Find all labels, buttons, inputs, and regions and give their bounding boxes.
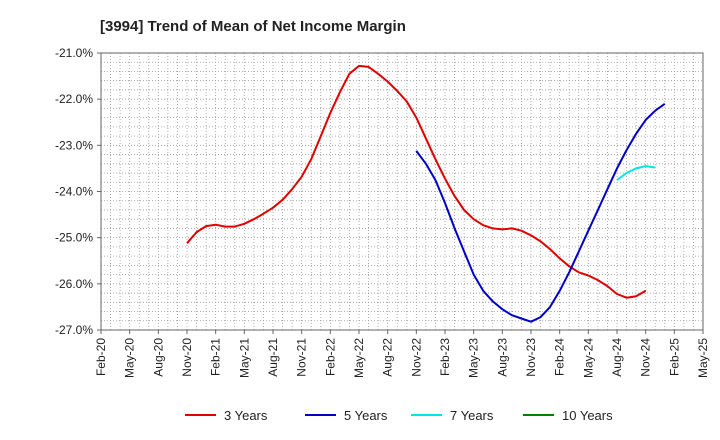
x-tick-label: May-25 [696,338,710,378]
legend-label-7-years: 7 Years [450,408,494,423]
x-tick-label: Nov-24 [639,338,653,377]
x-tick-label: Aug-24 [610,338,624,377]
x-tick-label: May-21 [237,338,251,378]
x-tick-label: Nov-23 [524,338,538,377]
y-tick-label: -23.0% [55,138,93,152]
plot-area: -21.0% -22.0% -23.0% -24.0% -25.0% -26.0% -27.… [55,46,710,378]
x-tick-label: Aug-20 [151,338,165,377]
x-tick-label: Nov-20 [180,338,194,377]
y-tick-label: -27.0% [55,323,93,337]
x-tick-label: Nov-21 [295,338,309,377]
x-tick-label: May-22 [352,338,366,378]
x-tick-label: May-24 [581,338,595,378]
series-line-7-years [616,165,656,181]
x-tick-label: Feb-23 [438,338,452,376]
y-tick-label: -21.0% [55,46,93,60]
x-tick-label: Feb-24 [553,338,567,376]
x-tick-label: Feb-21 [209,338,223,376]
x-tick-label: May-23 [467,338,481,378]
series-line-3-years [186,64,647,299]
legend: 3 Years 5 Years 7 Years 10 Years [185,408,613,423]
y-tick-label: -26.0% [55,277,93,291]
x-tick-label: Aug-22 [381,338,395,377]
y-tick-label: -24.0% [55,185,93,199]
x-tick-label: Feb-25 [667,338,681,376]
x-tick-label: Feb-22 [323,338,337,376]
chart-title: [3994] Trend of Mean of Net Income Margi… [100,18,406,35]
series-line-5-years [415,102,666,323]
y-tick-label: -22.0% [55,92,93,106]
x-tick-label: Aug-23 [495,338,509,377]
x-tick-label: May-20 [123,338,137,378]
legend-label-3-years: 3 Years [224,408,268,423]
legend-label-5-years: 5 Years [344,408,388,423]
x-tick-label: Feb-20 [94,338,108,376]
y-tick-label: -25.0% [55,231,93,245]
x-tick-label: Aug-21 [266,338,280,377]
x-tick-label: Nov-22 [409,338,423,377]
legend-label-10-years: 10 Years [562,408,613,423]
